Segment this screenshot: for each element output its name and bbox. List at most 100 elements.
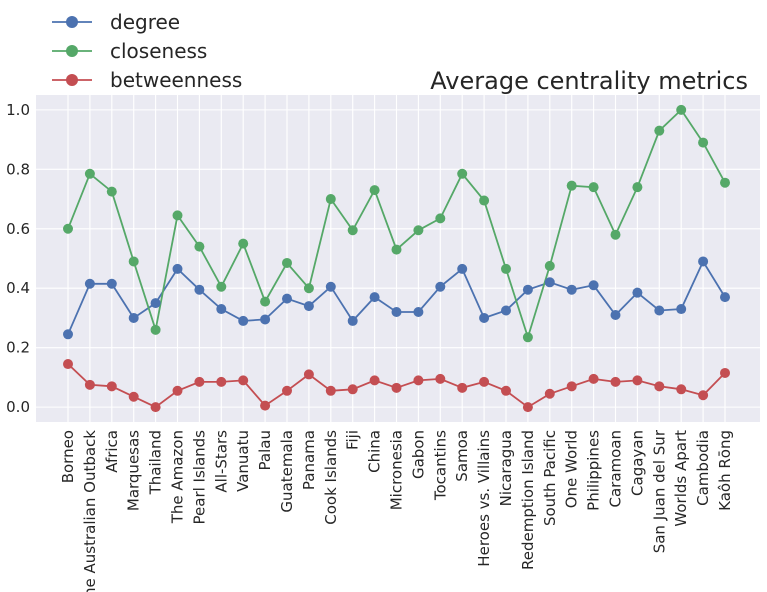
data-point-betweenness — [501, 385, 511, 396]
x-tick-label: Vanuatu — [234, 430, 252, 492]
data-point-degree — [479, 312, 490, 323]
data-point-betweenness — [588, 373, 599, 384]
data-point-degree — [435, 281, 446, 292]
data-point-betweenness — [369, 375, 380, 386]
x-tick-label: Guatemala — [278, 430, 296, 513]
x-tick-label: Redemption Island — [519, 430, 537, 570]
y-tick-label: 0.4 — [6, 279, 30, 297]
data-point-closeness — [610, 229, 621, 240]
data-point-degree — [63, 329, 73, 340]
data-point-closeness — [63, 223, 73, 234]
x-tick-label: Heroes vs. Villains — [475, 430, 493, 567]
x-tick-label: Samoa — [453, 430, 471, 482]
data-point-closeness — [720, 177, 730, 188]
x-tick-label: San Juan del Sur — [650, 429, 668, 553]
data-point-degree — [369, 292, 380, 303]
data-point-betweenness — [457, 382, 468, 393]
chart-title: Average centrality metrics — [430, 67, 748, 95]
x-tick-label: Gabon — [409, 430, 427, 479]
y-tick-label: 0.0 — [6, 398, 30, 416]
data-point-degree — [150, 298, 161, 309]
data-point-degree — [566, 284, 577, 295]
data-point-betweenness — [544, 388, 555, 399]
data-point-betweenness — [479, 376, 490, 387]
data-point-betweenness — [698, 390, 709, 401]
data-point-closeness — [632, 182, 643, 193]
data-point-closeness — [522, 332, 533, 343]
x-tick-label: One World — [563, 430, 581, 508]
x-tick-label: Cambodia — [694, 430, 712, 506]
data-point-closeness — [260, 296, 271, 307]
data-point-closeness — [128, 256, 139, 267]
data-point-betweenness — [435, 373, 446, 384]
series-points — [63, 104, 730, 413]
x-tick-label: Borneo — [59, 430, 77, 483]
data-point-closeness — [479, 195, 490, 206]
legend-marker-closeness — [66, 45, 78, 57]
data-point-betweenness — [720, 367, 730, 378]
data-point-degree — [238, 315, 249, 326]
data-point-closeness — [106, 186, 117, 197]
data-point-betweenness — [303, 369, 314, 380]
data-point-closeness — [588, 182, 599, 193]
x-tick-label: Cagayan — [628, 430, 646, 496]
data-point-betweenness — [566, 381, 577, 392]
x-tick-label: Panama — [300, 430, 318, 490]
data-point-betweenness — [347, 384, 358, 395]
legend-label-degree: degree — [110, 10, 180, 34]
data-point-closeness — [369, 185, 380, 196]
data-point-degree — [544, 277, 555, 288]
data-point-closeness — [238, 238, 249, 249]
x-tick-label: Micronesia — [388, 430, 406, 510]
data-point-degree — [325, 281, 336, 292]
data-point-betweenness — [654, 381, 665, 392]
x-tick-label: The Amazon — [169, 430, 187, 524]
x-tick-label: Marquesas — [125, 430, 143, 511]
data-point-degree — [84, 278, 95, 289]
x-tick-label: Kaôh Rōng — [716, 430, 734, 511]
data-point-closeness — [413, 225, 424, 236]
data-point-degree — [676, 304, 687, 315]
data-point-degree — [282, 293, 292, 304]
data-point-closeness — [303, 283, 314, 294]
data-point-degree — [106, 278, 117, 289]
x-tick-label: Philippines — [585, 430, 603, 511]
data-point-degree — [610, 309, 621, 320]
data-point-betweenness — [238, 375, 249, 386]
data-point-betweenness — [63, 359, 73, 370]
data-point-betweenness — [413, 375, 424, 386]
y-tick-label: 1.0 — [6, 101, 30, 119]
data-point-closeness — [457, 168, 468, 179]
x-axis-ticks: Borneo The Australian Outback Africa Marque… — [59, 429, 734, 592]
data-point-betweenness — [172, 385, 183, 396]
data-point-degree — [501, 305, 511, 316]
data-point-degree — [303, 301, 314, 312]
x-tick-label: China — [366, 430, 384, 473]
y-tick-label: 0.6 — [6, 220, 30, 238]
data-point-closeness — [435, 213, 446, 224]
y-axis-ticks: 0.0 0.2 0.4 0.6 0.8 1.0 — [6, 101, 30, 416]
data-point-betweenness — [128, 391, 139, 402]
data-point-closeness — [501, 263, 511, 274]
data-point-degree — [588, 280, 599, 291]
data-point-betweenness — [106, 381, 117, 392]
x-tick-label: Africa — [103, 430, 121, 473]
data-point-degree — [347, 315, 358, 326]
data-point-degree — [522, 284, 533, 295]
x-tick-label: All-Stars — [212, 430, 230, 493]
data-point-betweenness — [84, 379, 95, 390]
data-point-closeness — [325, 194, 336, 205]
x-tick-label: Thailand — [147, 430, 165, 495]
data-point-betweenness — [260, 400, 271, 411]
x-tick-label: Cook Islands — [322, 430, 340, 525]
data-point-closeness — [391, 244, 402, 255]
grid-lines — [36, 95, 760, 422]
data-point-closeness — [654, 125, 665, 136]
data-point-degree — [720, 292, 730, 303]
y-tick-label: 0.2 — [6, 339, 30, 357]
data-point-betweenness — [194, 376, 205, 387]
data-point-degree — [457, 263, 468, 274]
data-point-betweenness — [676, 384, 687, 395]
data-point-betweenness — [325, 385, 336, 396]
x-tick-label: South Pacific — [541, 430, 559, 526]
